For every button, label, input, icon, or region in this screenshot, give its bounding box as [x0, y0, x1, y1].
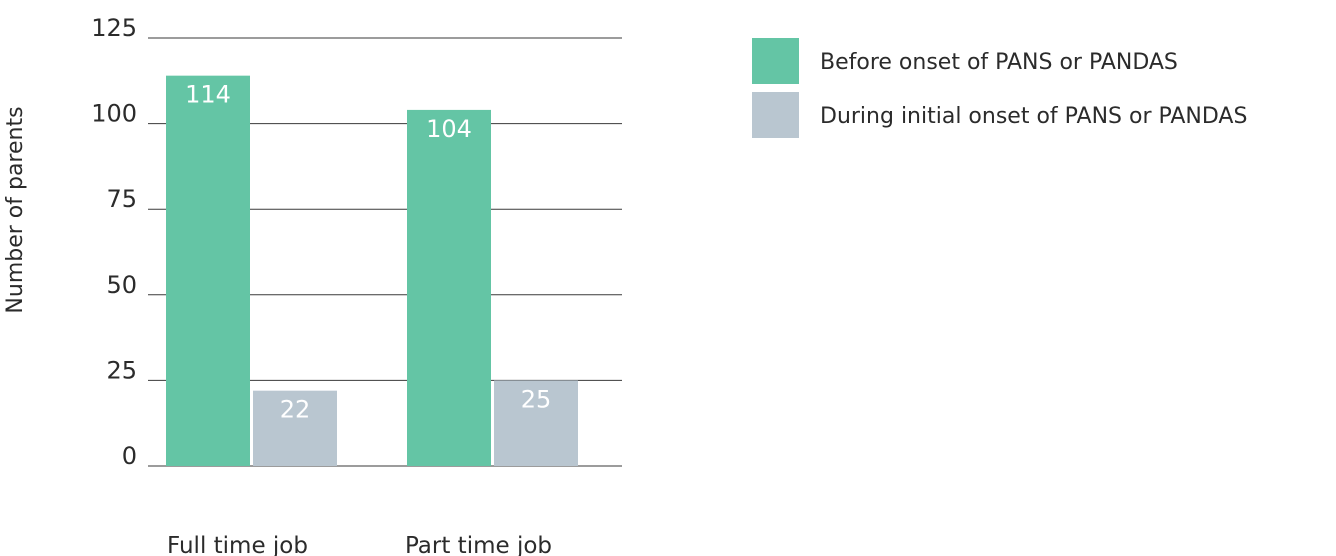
y-tick-label: 0: [122, 442, 137, 470]
legend: Before onset of PANS or PANDAS During ini…: [752, 38, 1247, 138]
y-tick-label: 50: [106, 271, 137, 299]
bar-before-part-time: [407, 109, 491, 467]
legend-swatch: [752, 92, 799, 138]
bar-during-part-time: [494, 380, 578, 466]
y-axis-ticks: 0 25 50 75 100 125: [91, 14, 137, 470]
legend-label: During initial onset of PANS or PANDAS: [820, 104, 1247, 129]
y-tick-label: 125: [91, 14, 137, 42]
data-label: 114: [185, 81, 231, 109]
x-category-label: Full time job: [167, 533, 308, 556]
bars: [166, 75, 578, 467]
bar-before-full-time: [166, 75, 250, 466]
x-category-label: Part time job: [405, 533, 552, 556]
data-labels: 114 22 104 25: [185, 81, 551, 424]
y-tick-label: 25: [106, 356, 137, 384]
legend-swatch: [752, 38, 799, 84]
data-label: 104: [426, 115, 472, 143]
data-label: 22: [280, 396, 311, 424]
data-label: 25: [521, 385, 552, 413]
y-tick-label: 75: [106, 185, 137, 213]
x-axis-categories: Full time job Part time job: [167, 533, 552, 556]
bar-during-full-time: [253, 390, 337, 466]
y-tick-label: 100: [91, 100, 137, 128]
y-axis-title: Number of parents: [3, 106, 28, 313]
legend-label: Before onset of PANS or PANDAS: [820, 50, 1178, 75]
